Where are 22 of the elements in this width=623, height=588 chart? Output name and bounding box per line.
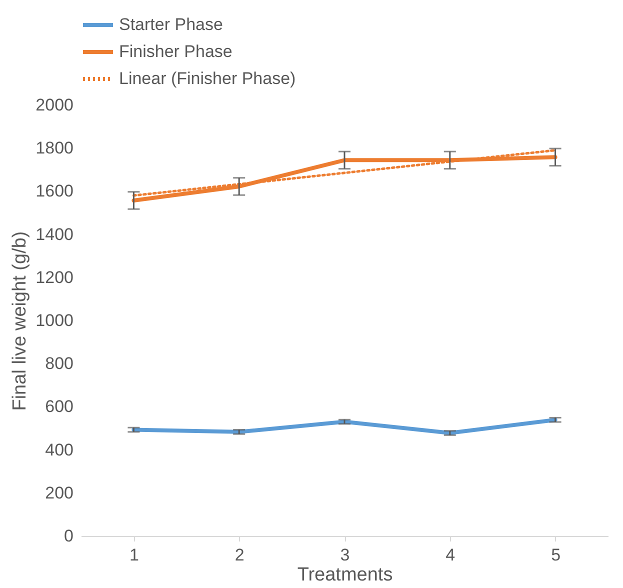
x-tick-label: 5 (551, 546, 561, 564)
x-tick-label: 4 (446, 546, 456, 564)
y-tick-label: 200 (45, 483, 74, 502)
y-tick-label: 1400 (36, 224, 74, 244)
y-tick-label: 1000 (36, 311, 74, 330)
line-series (132, 418, 558, 435)
x-tick-label: 3 (340, 546, 350, 564)
y-tick-label: 400 (45, 440, 74, 460)
y-tick-label: 1600 (36, 182, 74, 201)
x-tick-label: 2 (234, 546, 244, 564)
x-tick-label: 1 (129, 546, 139, 564)
legend-label: Finisher Phase (119, 42, 232, 61)
legend-label: Starter Phase (119, 15, 223, 34)
y-tick-label: 1800 (36, 138, 74, 158)
legend-label: Linear (Finisher Phase) (119, 69, 296, 88)
x-axis-title: Treatments (297, 564, 393, 586)
y-tick-label: 0 (64, 526, 74, 546)
y-tick-label: 1200 (36, 268, 74, 287)
y-axis-title: Final live weight (g/b) (10, 231, 31, 411)
y-tick-label: 800 (45, 354, 74, 374)
y-tick-label: 600 (45, 397, 74, 416)
y-tick-label: 2000 (36, 96, 74, 114)
